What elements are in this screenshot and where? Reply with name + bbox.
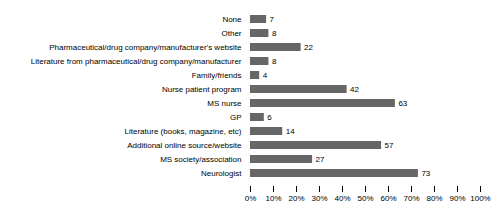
svg-text:27: 27 <box>316 155 325 164</box>
svg-text:Other: Other <box>221 29 241 38</box>
svg-text:60%: 60% <box>380 194 396 203</box>
svg-text:40%: 40% <box>334 194 350 203</box>
svg-text:6: 6 <box>267 113 272 122</box>
svg-text:Literature from pharmaceutical: Literature from pharmaceutical/drug comp… <box>31 57 242 66</box>
svg-text:Additional online source/websi: Additional online source/website <box>127 141 242 150</box>
svg-text:30%: 30% <box>311 194 327 203</box>
svg-text:GP: GP <box>230 113 242 122</box>
svg-text:14: 14 <box>286 127 295 136</box>
svg-text:42: 42 <box>350 85 359 94</box>
svg-text:Neurologist: Neurologist <box>201 169 242 178</box>
svg-text:MS nurse: MS nurse <box>207 99 242 108</box>
svg-text:MS society/association: MS society/association <box>160 155 241 164</box>
svg-text:57: 57 <box>385 141 394 150</box>
svg-text:0%: 0% <box>245 194 257 203</box>
svg-text:63: 63 <box>398 99 407 108</box>
svg-text:Pharmaceutical/drug company/ma: Pharmaceutical/drug company/manufacturer… <box>49 43 242 52</box>
svg-text:8: 8 <box>272 29 277 38</box>
svg-text:Family/friends: Family/friends <box>192 71 242 80</box>
svg-text:None: None <box>222 15 242 24</box>
svg-text:Literature (books, magazine, e: Literature (books, magazine, etc) <box>125 127 242 136</box>
svg-text:10%: 10% <box>265 194 281 203</box>
svg-text:7: 7 <box>270 15 275 24</box>
svg-text:20%: 20% <box>288 194 304 203</box>
svg-text:100%: 100% <box>470 194 490 203</box>
svg-text:Nurse patient program: Nurse patient program <box>162 85 242 94</box>
svg-text:8: 8 <box>272 57 277 66</box>
svg-text:50%: 50% <box>357 194 373 203</box>
svg-text:22: 22 <box>304 43 313 52</box>
svg-text:80%: 80% <box>426 194 442 203</box>
svg-text:70%: 70% <box>403 194 419 203</box>
svg-text:4: 4 <box>263 71 268 80</box>
svg-text:90%: 90% <box>449 194 465 203</box>
svg-text:73: 73 <box>421 169 430 178</box>
